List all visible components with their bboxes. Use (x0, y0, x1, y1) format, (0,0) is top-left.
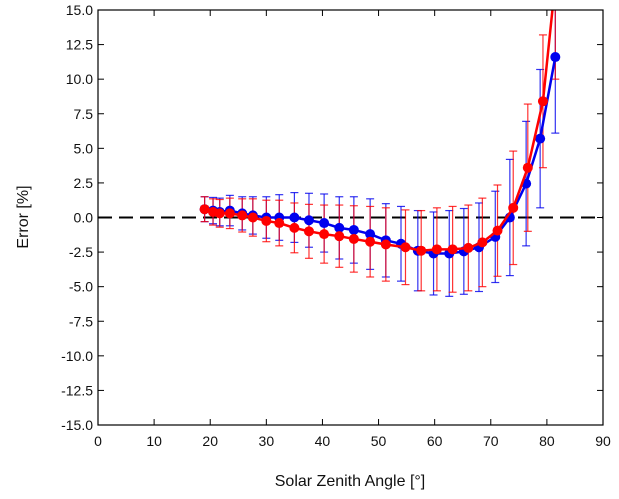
data-point (365, 229, 376, 240)
data-point (535, 133, 546, 144)
axes: 0 10 20 30 40 50 60 70 80 90 -15.0 -12.5 -10.0 -7.5 -5… (61, 2, 611, 449)
data-point (508, 202, 519, 213)
y-tick-label: 7.5 (74, 106, 94, 122)
y-tick-label: 2.5 (74, 175, 94, 191)
data-point (463, 242, 474, 253)
y-axis-label: Error [%] (15, 185, 32, 248)
data-point (537, 96, 548, 107)
x-tick-label: 0 (94, 433, 102, 449)
y-tick-label: -5.0 (69, 279, 93, 295)
y-tick-label: 12.5 (66, 37, 93, 53)
data-point (477, 237, 488, 248)
y-tick-label: -15.0 (61, 417, 93, 433)
series-0-line (199, 52, 561, 259)
x-tick-label: 50 (371, 433, 387, 449)
data-point (289, 222, 300, 233)
x-tick-label: 40 (315, 433, 331, 449)
data-point (319, 218, 330, 229)
data-point (303, 215, 314, 226)
series-1 (200, 10, 560, 293)
x-tick-label: 20 (202, 433, 218, 449)
x-tick-label: 80 (539, 433, 555, 449)
data-point (400, 242, 411, 253)
data-point (550, 52, 561, 63)
data-point (348, 224, 359, 235)
data-point (334, 222, 345, 233)
data-point (261, 215, 272, 226)
data-point (431, 244, 442, 255)
x-tick-label: 70 (483, 433, 499, 449)
data-point (224, 208, 235, 219)
plot-marks (98, 10, 603, 297)
data-point (522, 162, 533, 173)
data-point (365, 236, 376, 247)
data-point (199, 204, 210, 215)
x-tick-label: 30 (259, 433, 275, 449)
data-point (447, 244, 458, 255)
y-tick-label: 5.0 (74, 140, 94, 156)
data-point (303, 226, 314, 237)
data-point (274, 218, 285, 229)
data-point (416, 245, 427, 256)
series-1-line (199, 10, 554, 256)
data-point (492, 225, 503, 236)
x-axis-label: Solar Zenith Angle [°] (275, 473, 425, 490)
data-point (348, 233, 359, 244)
data-point (289, 212, 300, 223)
data-point (237, 210, 248, 221)
data-point (334, 231, 345, 242)
data-point (380, 239, 391, 250)
y-tick-label: -7.5 (69, 313, 93, 329)
y-tick-label: 0.0 (74, 210, 94, 226)
data-point (247, 212, 258, 223)
y-tick-label: 10.0 (66, 71, 93, 87)
y-tick-label: 15.0 (66, 2, 93, 18)
x-tick-label: 90 (595, 433, 611, 449)
y-tick-label: -12.5 (61, 382, 93, 398)
data-point (214, 208, 225, 219)
y-tick-label: -10.0 (61, 348, 93, 364)
series-0 (200, 10, 560, 297)
data-point (319, 229, 330, 240)
x-tick-label: 60 (427, 433, 443, 449)
x-tick-label: 10 (146, 433, 162, 449)
y-tick-label: -2.5 (69, 244, 93, 260)
